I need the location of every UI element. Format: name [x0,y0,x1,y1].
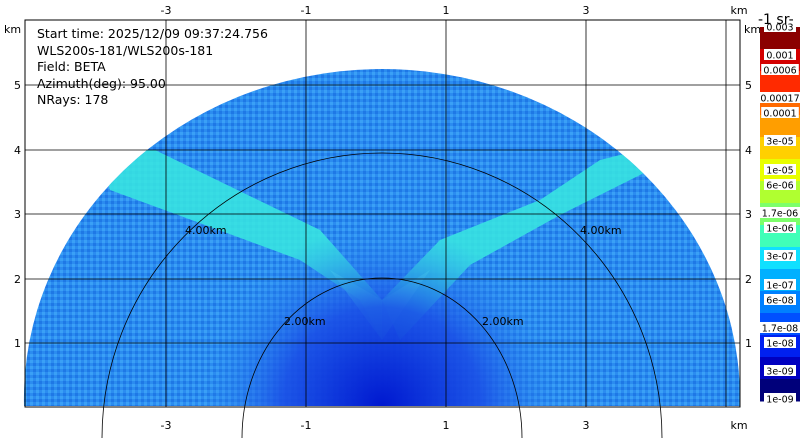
svg-text:1: 1 [443,419,450,432]
svg-text:3: 3 [14,208,21,221]
ring-label-outer-left: 4.00km [185,224,227,237]
colorbar-label: 0.003 [766,23,793,34]
svg-text:2: 2 [14,273,21,286]
svg-text:2: 2 [745,273,752,286]
svg-text:1: 1 [443,4,450,17]
info-azimuth: Azimuth(deg): 95.00 [37,76,166,91]
y-tick-labels-left: km 5 4 3 2 1 [4,23,21,350]
x-unit-bottom: km [730,419,747,432]
x-tick-labels-bottom: -3 -1 1 3 km [161,419,748,432]
colorbar-label-bg [764,49,796,60]
colorbar-label: 3e-09 [766,367,793,378]
colorbar-label: 0.001 [766,51,793,62]
info-start-time: Start time: 2025/12/09 09:37:24.756 [37,26,268,41]
y-unit-left: km [4,23,21,36]
colorbar-swatch [760,71,800,94]
colorbar-label-bg [758,207,800,218]
colorbar-unit-label: -1 sr- [758,12,794,28]
svg-text:-1: -1 [301,4,312,17]
plot-frame [24,19,741,408]
colorbar-label-bg [758,322,800,333]
colorbar-label: 1.7e-08 [762,324,798,335]
colorbar-label-bg [764,135,796,146]
info-instrument: WLS200s-181/WLS200s-181 [37,43,213,58]
colorbar-label: 3e-05 [766,137,793,148]
colorbar-label: 0.00017 [760,94,799,105]
colorbar-label: 0.0001 [763,109,796,120]
svg-text:5: 5 [14,79,21,92]
info-field: Field: BETA [37,59,106,74]
colorbar-label: 1e-07 [766,281,793,292]
range-rings [101,152,663,438]
colorbar-label: 3e-07 [766,252,793,263]
ring-label-outer-right: 4.00km [580,224,622,237]
colorbar-label-bg [764,222,796,233]
grid [25,20,740,407]
colorbar-label-bg [764,294,796,305]
colorbar-label: 6e-08 [766,296,793,307]
colorbar-label-bg [764,164,796,175]
colorbar-swatch [760,27,800,50]
colorbar-label-bg [764,365,796,376]
ring-label-inner-left: 2.00km [284,315,326,328]
range-ring-2km [241,277,523,438]
range-ring-4km [101,152,663,438]
svg-text:-3: -3 [161,419,172,432]
colorbar-label: 1.7e-06 [762,209,798,220]
colorbar-label-bg [764,21,796,32]
colorbar-label-bg [764,337,796,348]
colorbar-label-bg [764,279,796,290]
colorbar-label: 1e-06 [766,224,793,235]
info-nrays: NRays: 178 [37,92,108,107]
svg-text:-3: -3 [161,4,172,17]
svg-text:3: 3 [583,4,590,17]
svg-text:4: 4 [745,144,752,157]
svg-text:3: 3 [583,419,590,432]
svg-text:-1: -1 [301,419,312,432]
colorbar-label-bg [758,92,800,103]
colorbar-label-bg [764,179,796,190]
colorbar-label-bg [764,393,796,404]
svg-text:4: 4 [14,144,21,157]
colorbar-label: 1e-05 [766,166,793,177]
svg-text:1: 1 [14,337,21,350]
svg-text:3: 3 [745,208,752,221]
colorbar-label: 6e-06 [766,181,793,192]
ring-label-inner-right: 2.00km [482,315,524,328]
colorbar-label: 1e-09 [766,395,793,406]
colorbar: 0.003 0.001 0.0006 0.00017 0.0001 3e-05 1e-05 6… [758,21,800,406]
info-block: Start time: 2025/12/09 09:37:24.756 WLS2… [37,26,268,107]
y-unit-right: km [744,23,761,36]
colorbar-label-bg [764,250,796,261]
colorbar-label-bg [761,107,799,118]
colorbar-label: 1e-08 [766,339,793,350]
x-tick-labels-top: -3 -1 1 3 km [161,4,748,17]
y-tick-labels-right: km 5 4 3 2 1 [744,23,761,350]
colorbar-label: 0.0006 [763,66,796,77]
svg-text:5: 5 [745,79,752,92]
colorbar-label-bg [761,64,799,75]
colorbar-swatch [760,115,800,138]
x-unit-top: km [730,4,747,17]
svg-text:1: 1 [745,337,752,350]
